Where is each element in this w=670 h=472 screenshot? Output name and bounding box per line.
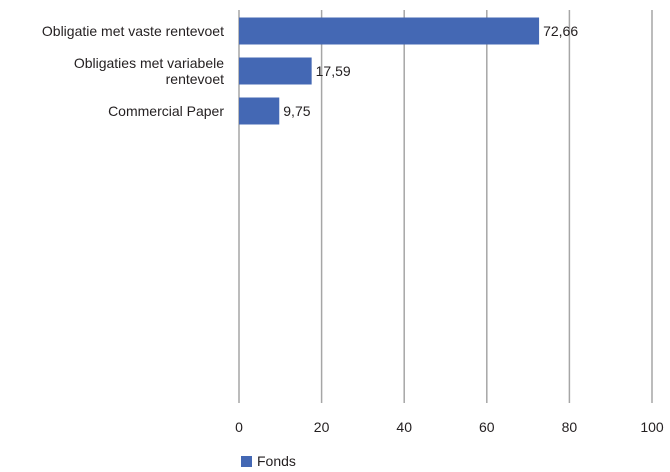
x-tick-label: 40 <box>396 419 412 435</box>
bar <box>239 97 280 125</box>
data-label: 17,59 <box>316 63 351 79</box>
category-label: Obligaties met variabele <box>74 55 224 71</box>
category-label: rentevoet <box>166 71 224 87</box>
x-tick-label: 60 <box>479 419 495 435</box>
bar <box>239 57 312 85</box>
category-label: Obligatie met vaste rentevoet <box>42 23 224 39</box>
bar <box>239 17 540 45</box>
data-label: 72,66 <box>543 23 578 39</box>
x-tick-label: 100 <box>640 419 664 435</box>
legend-swatch <box>241 455 252 467</box>
x-tick-label: 80 <box>562 419 578 435</box>
category-label: Commercial Paper <box>108 103 224 119</box>
legend: Fonds <box>241 453 296 469</box>
legend-label: Fonds <box>257 453 296 469</box>
x-tick-label: 20 <box>314 419 330 435</box>
x-tick-label: 0 <box>235 419 243 435</box>
data-label: 9,75 <box>283 103 310 119</box>
